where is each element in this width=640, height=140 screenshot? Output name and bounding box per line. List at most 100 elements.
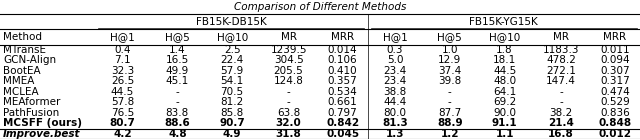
Text: 80.7: 80.7 bbox=[109, 118, 136, 128]
Text: 0.012: 0.012 bbox=[598, 129, 632, 139]
Text: -: - bbox=[175, 97, 179, 107]
Text: 0.4: 0.4 bbox=[115, 45, 131, 55]
Text: 57.9: 57.9 bbox=[221, 66, 244, 76]
Text: H@1: H@1 bbox=[383, 32, 407, 42]
Text: H@5: H@5 bbox=[437, 32, 462, 42]
Text: 49.9: 49.9 bbox=[166, 66, 189, 76]
Text: 48.0: 48.0 bbox=[493, 76, 516, 86]
Text: 4.8: 4.8 bbox=[168, 129, 187, 139]
Text: 272.1: 272.1 bbox=[546, 66, 576, 76]
Text: 1.2: 1.2 bbox=[440, 129, 459, 139]
Text: 69.2: 69.2 bbox=[493, 97, 516, 107]
Text: 38.2: 38.2 bbox=[549, 108, 573, 118]
Text: 0.474: 0.474 bbox=[600, 87, 630, 97]
Text: 16.8: 16.8 bbox=[548, 129, 574, 139]
Text: 21.4: 21.4 bbox=[548, 118, 574, 128]
Text: 0.661: 0.661 bbox=[328, 97, 358, 107]
Text: 5.0: 5.0 bbox=[387, 55, 403, 65]
Text: 0.534: 0.534 bbox=[328, 87, 358, 97]
Text: -: - bbox=[559, 87, 563, 97]
Text: 44.4: 44.4 bbox=[383, 97, 406, 107]
Text: 4.9: 4.9 bbox=[223, 129, 241, 139]
Text: 0.045: 0.045 bbox=[326, 129, 359, 139]
Text: 0.357: 0.357 bbox=[328, 76, 358, 86]
Text: 83.8: 83.8 bbox=[166, 108, 189, 118]
Text: MRR: MRR bbox=[604, 32, 627, 42]
Text: 1.3: 1.3 bbox=[386, 129, 404, 139]
Text: 16.5: 16.5 bbox=[166, 55, 189, 65]
Text: 54.1: 54.1 bbox=[221, 76, 244, 86]
Text: GCN-Align: GCN-Align bbox=[3, 55, 56, 65]
Text: 147.4: 147.4 bbox=[546, 76, 576, 86]
Text: MMEA: MMEA bbox=[3, 76, 35, 86]
Text: 23.4: 23.4 bbox=[383, 66, 406, 76]
Text: 39.8: 39.8 bbox=[438, 76, 461, 86]
Text: H@10: H@10 bbox=[216, 32, 248, 42]
Text: Improve.best: Improve.best bbox=[3, 129, 81, 139]
Text: 0.797: 0.797 bbox=[328, 108, 358, 118]
Text: 63.8: 63.8 bbox=[277, 108, 300, 118]
Text: -: - bbox=[559, 97, 563, 107]
Text: 88.6: 88.6 bbox=[164, 118, 190, 128]
Text: 88.9: 88.9 bbox=[437, 118, 463, 128]
Text: 81.2: 81.2 bbox=[221, 97, 244, 107]
Text: 81.3: 81.3 bbox=[382, 118, 408, 128]
Text: -: - bbox=[287, 97, 291, 107]
Text: 45.1: 45.1 bbox=[166, 76, 189, 86]
Text: 32.0: 32.0 bbox=[276, 118, 301, 128]
Text: 1239.5: 1239.5 bbox=[270, 45, 307, 55]
Text: 32.3: 32.3 bbox=[111, 66, 134, 76]
Text: -: - bbox=[175, 87, 179, 97]
Text: MR: MR bbox=[553, 32, 569, 42]
Text: -: - bbox=[448, 87, 452, 97]
Text: -: - bbox=[287, 87, 291, 97]
Text: 12.9: 12.9 bbox=[438, 55, 461, 65]
Text: BootEA: BootEA bbox=[3, 66, 41, 76]
Text: 38.8: 38.8 bbox=[383, 87, 406, 97]
Text: 70.5: 70.5 bbox=[221, 87, 244, 97]
Text: Method: Method bbox=[3, 32, 42, 42]
Text: 2.5: 2.5 bbox=[224, 45, 241, 55]
Text: MRR: MRR bbox=[331, 32, 354, 42]
Text: 87.7: 87.7 bbox=[438, 108, 461, 118]
Text: PathFusion: PathFusion bbox=[3, 108, 60, 118]
Text: 0.011: 0.011 bbox=[600, 45, 630, 55]
Text: MEAformer: MEAformer bbox=[3, 97, 61, 107]
Text: 57.8: 57.8 bbox=[111, 97, 134, 107]
Text: 90.7: 90.7 bbox=[220, 118, 245, 128]
Text: 0.836: 0.836 bbox=[600, 108, 630, 118]
Text: 31.8: 31.8 bbox=[276, 129, 301, 139]
Text: 1.8: 1.8 bbox=[496, 45, 513, 55]
Text: 304.5: 304.5 bbox=[274, 55, 303, 65]
Text: 76.5: 76.5 bbox=[111, 108, 134, 118]
Text: 0.094: 0.094 bbox=[600, 55, 630, 65]
Text: 205.5: 205.5 bbox=[274, 66, 303, 76]
Text: 478.2: 478.2 bbox=[546, 55, 576, 65]
Text: 80.0: 80.0 bbox=[383, 108, 406, 118]
Text: 1183.3: 1183.3 bbox=[543, 45, 579, 55]
Text: 85.8: 85.8 bbox=[221, 108, 244, 118]
Text: 7.1: 7.1 bbox=[114, 55, 131, 65]
Text: 1.1: 1.1 bbox=[495, 129, 514, 139]
Text: -: - bbox=[448, 97, 452, 107]
Text: 22.4: 22.4 bbox=[221, 55, 244, 65]
Text: H@10: H@10 bbox=[489, 32, 520, 42]
Text: H@1: H@1 bbox=[110, 32, 135, 42]
Text: 90.0: 90.0 bbox=[493, 108, 516, 118]
Text: 124.8: 124.8 bbox=[274, 76, 303, 86]
Text: 44.5: 44.5 bbox=[493, 66, 516, 76]
Text: MCLEA: MCLEA bbox=[3, 87, 39, 97]
Text: 26.5: 26.5 bbox=[111, 76, 134, 86]
Text: 4.2: 4.2 bbox=[113, 129, 132, 139]
Text: FB15K-YG15K: FB15K-YG15K bbox=[469, 17, 538, 27]
Text: 0.410: 0.410 bbox=[328, 66, 357, 76]
Text: 44.5: 44.5 bbox=[111, 87, 134, 97]
Text: 91.1: 91.1 bbox=[492, 118, 517, 128]
Text: 1.0: 1.0 bbox=[442, 45, 458, 55]
Text: MR: MR bbox=[280, 32, 296, 42]
Text: Comparison of Different Methods: Comparison of Different Methods bbox=[234, 2, 406, 12]
Text: 0.317: 0.317 bbox=[600, 76, 630, 86]
Text: MTransE: MTransE bbox=[3, 45, 46, 55]
Text: 0.529: 0.529 bbox=[600, 97, 630, 107]
Text: 0.848: 0.848 bbox=[598, 118, 632, 128]
